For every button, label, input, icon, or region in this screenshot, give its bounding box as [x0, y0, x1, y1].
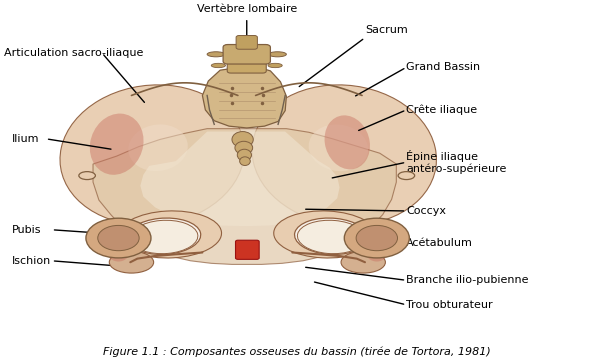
Text: Sacrum: Sacrum — [365, 25, 407, 35]
Circle shape — [98, 225, 139, 251]
Ellipse shape — [295, 218, 368, 254]
Ellipse shape — [298, 220, 365, 254]
Circle shape — [356, 225, 397, 251]
Text: Coccyx: Coccyx — [406, 206, 446, 216]
Text: Acétabulum: Acétabulum — [406, 238, 473, 249]
Ellipse shape — [211, 63, 226, 68]
PathPatch shape — [140, 131, 340, 226]
Text: Pubis: Pubis — [12, 225, 42, 235]
Ellipse shape — [274, 211, 377, 258]
FancyBboxPatch shape — [235, 240, 259, 260]
Ellipse shape — [130, 220, 198, 254]
Text: Ischion: Ischion — [12, 256, 51, 266]
Text: Vertèbre lombaire: Vertèbre lombaire — [197, 4, 297, 14]
Circle shape — [345, 218, 409, 258]
Text: Épine iliaque
antéro-supérieure: Épine iliaque antéro-supérieure — [406, 150, 507, 174]
Ellipse shape — [109, 252, 154, 273]
Ellipse shape — [268, 52, 286, 57]
PathPatch shape — [93, 128, 396, 264]
Ellipse shape — [128, 124, 188, 171]
Text: Ilium: Ilium — [12, 134, 40, 144]
Ellipse shape — [60, 85, 244, 225]
Ellipse shape — [309, 124, 368, 171]
Ellipse shape — [207, 52, 225, 57]
Ellipse shape — [237, 149, 251, 161]
Text: Figure 1.1 : Composantes osseuses du bassin (tirée de Tortora, 1981): Figure 1.1 : Composantes osseuses du bas… — [103, 347, 491, 357]
Text: Grand Bassin: Grand Bassin — [406, 62, 481, 72]
Text: Trou obturateur: Trou obturateur — [406, 300, 493, 310]
Text: Crête iliaque: Crête iliaque — [406, 104, 478, 115]
FancyBboxPatch shape — [236, 36, 257, 49]
Ellipse shape — [341, 252, 386, 273]
FancyBboxPatch shape — [223, 44, 270, 64]
Ellipse shape — [252, 85, 437, 225]
Ellipse shape — [232, 131, 253, 147]
Ellipse shape — [90, 114, 144, 175]
Ellipse shape — [365, 240, 388, 261]
Text: Articulation sacro-iliaque: Articulation sacro-iliaque — [4, 48, 144, 58]
FancyBboxPatch shape — [228, 58, 266, 73]
Ellipse shape — [79, 171, 96, 179]
Ellipse shape — [268, 63, 282, 68]
Ellipse shape — [239, 157, 250, 166]
PathPatch shape — [203, 67, 286, 128]
Text: Branche ilio-pubienne: Branche ilio-pubienne — [406, 275, 529, 285]
Ellipse shape — [324, 115, 370, 169]
Ellipse shape — [398, 171, 415, 179]
Ellipse shape — [118, 211, 222, 258]
Ellipse shape — [235, 141, 252, 154]
Ellipse shape — [107, 240, 130, 261]
Ellipse shape — [127, 218, 201, 254]
Circle shape — [86, 218, 151, 258]
